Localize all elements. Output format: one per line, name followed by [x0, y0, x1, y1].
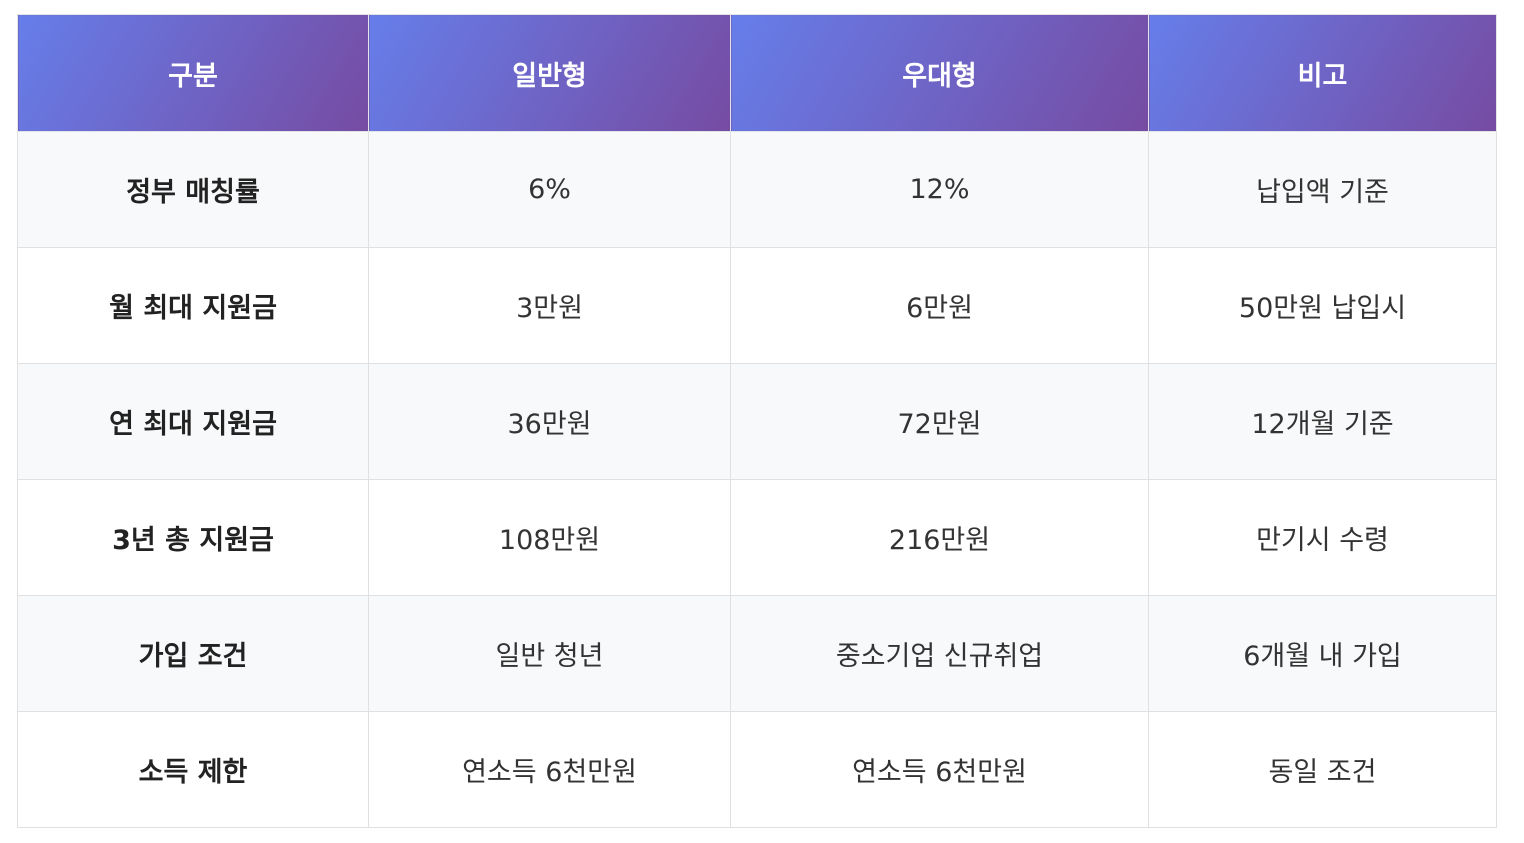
general-value: 연소득 6천만원 [368, 711, 731, 828]
table-row: 정부 매칭률 6% 12% 납입액 기준 [17, 131, 1497, 248]
general-value: 일반 청년 [368, 595, 731, 712]
preferred-value: 216만원 [730, 479, 1149, 596]
table-header-row: 구분 일반형 우대형 비고 [17, 14, 1497, 132]
comparison-table-container: 구분 일반형 우대형 비고 정부 매칭률 6% 12% 납입액 기준 월 최대 … [17, 14, 1497, 828]
row-label: 월 최대 지원금 [17, 247, 369, 364]
comparison-table: 구분 일반형 우대형 비고 정부 매칭률 6% 12% 납입액 기준 월 최대 … [17, 14, 1497, 828]
row-label: 소득 제한 [17, 711, 369, 828]
row-label: 연 최대 지원금 [17, 363, 369, 480]
row-label: 가입 조건 [17, 595, 369, 712]
remark-value: 6개월 내 가입 [1148, 595, 1497, 712]
table-row: 월 최대 지원금 3만원 6만원 50만원 납입시 [17, 247, 1497, 364]
general-value: 108만원 [368, 479, 731, 596]
remark-value: 12개월 기준 [1148, 363, 1497, 480]
header-preferred-type: 우대형 [730, 14, 1149, 132]
preferred-value: 6만원 [730, 247, 1149, 364]
preferred-value: 12% [730, 131, 1149, 248]
header-category: 구분 [17, 14, 369, 132]
row-label: 3년 총 지원금 [17, 479, 369, 596]
table-row: 연 최대 지원금 36만원 72만원 12개월 기준 [17, 363, 1497, 480]
preferred-value: 72만원 [730, 363, 1149, 480]
remark-value: 납입액 기준 [1148, 131, 1497, 248]
preferred-value: 연소득 6천만원 [730, 711, 1149, 828]
table-row: 가입 조건 일반 청년 중소기업 신규취업 6개월 내 가입 [17, 595, 1497, 712]
general-value: 3만원 [368, 247, 731, 364]
remark-value: 50만원 납입시 [1148, 247, 1497, 364]
remark-value: 만기시 수령 [1148, 479, 1497, 596]
header-remarks: 비고 [1148, 14, 1497, 132]
general-value: 36만원 [368, 363, 731, 480]
header-general-type: 일반형 [368, 14, 731, 132]
table-row: 3년 총 지원금 108만원 216만원 만기시 수령 [17, 479, 1497, 596]
remark-value: 동일 조건 [1148, 711, 1497, 828]
general-value: 6% [368, 131, 731, 248]
preferred-value: 중소기업 신규취업 [730, 595, 1149, 712]
row-label: 정부 매칭률 [17, 131, 369, 248]
table-row: 소득 제한 연소득 6천만원 연소득 6천만원 동일 조건 [17, 711, 1497, 828]
